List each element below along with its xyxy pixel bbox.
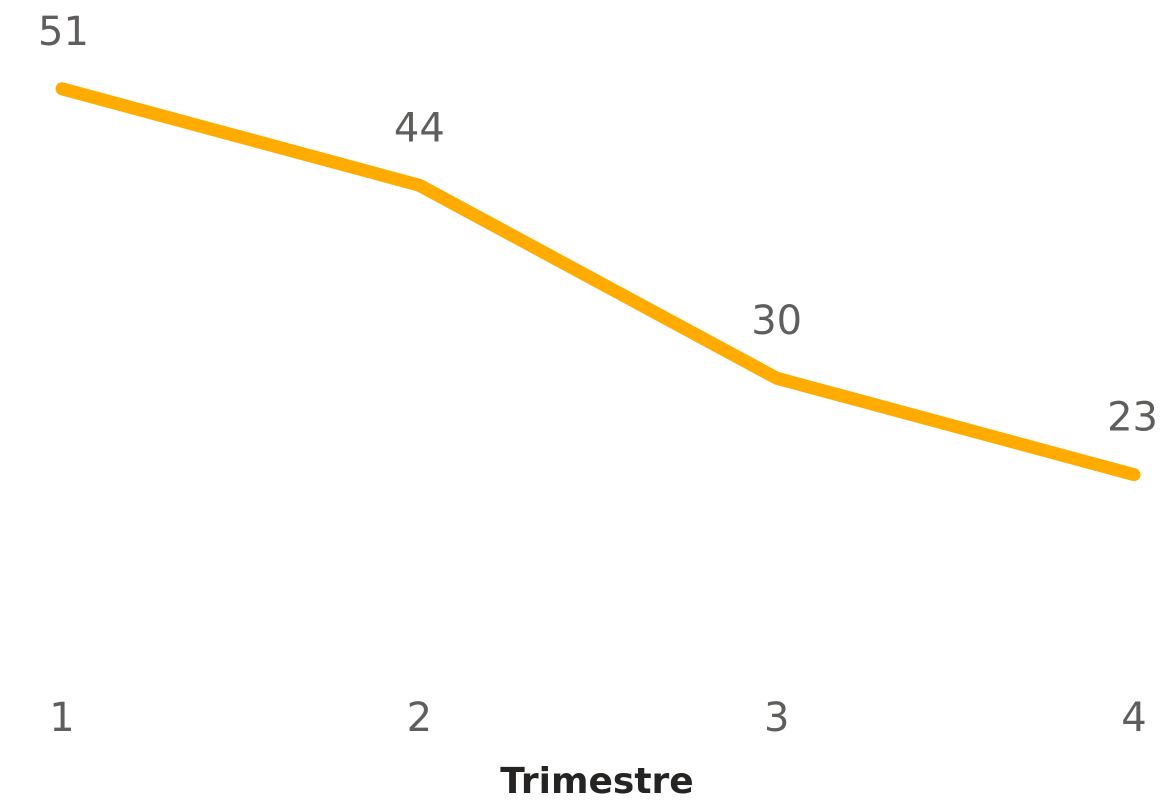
x-tick-label: 3: [764, 695, 789, 741]
x-tick-label: 1: [49, 695, 74, 741]
data-label: 30: [751, 298, 802, 344]
data-label: 44: [394, 105, 445, 151]
data-label-layer: 51 44 30 23: [38, 9, 1158, 441]
x-tick-label: 4: [1121, 695, 1146, 741]
x-axis-title: Trimestre: [500, 761, 693, 802]
data-label: 51: [38, 9, 89, 55]
data-point: [775, 377, 778, 380]
data-point: [61, 87, 63, 90]
x-axis-ticks: 1 2 3 4: [49, 695, 1146, 741]
series-layer: [55, 82, 1141, 482]
data-label: 23: [1107, 395, 1158, 441]
data-point: [418, 184, 421, 187]
data-point: [1133, 473, 1135, 476]
series-line: [55, 82, 1141, 482]
x-tick-label: 2: [407, 695, 432, 741]
